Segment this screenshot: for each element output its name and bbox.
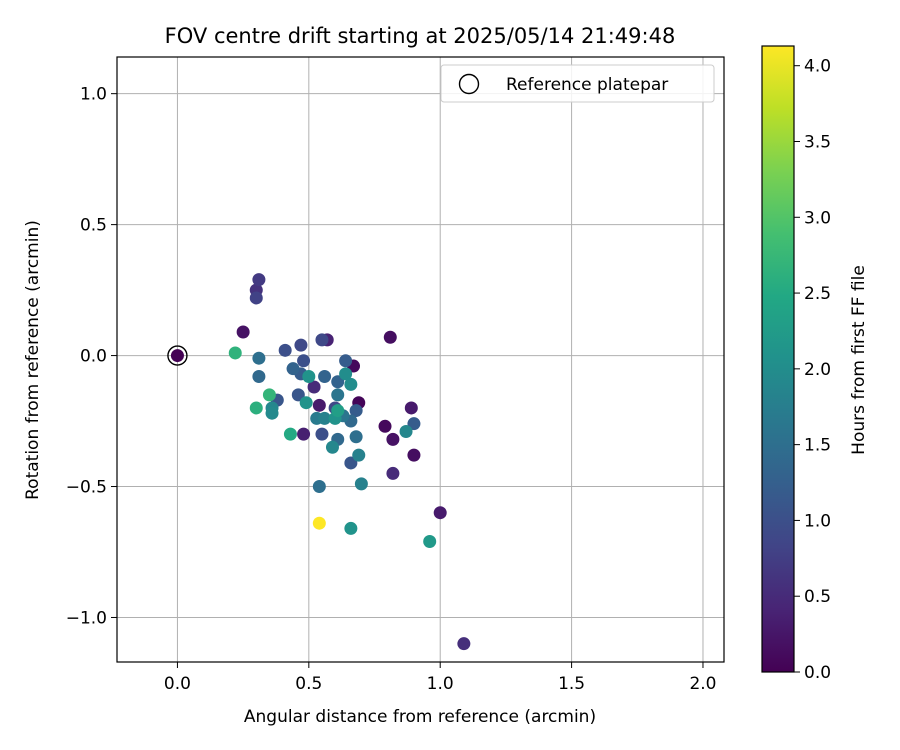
- data-point: [325, 440, 339, 454]
- y-tick-label: −0.5: [66, 478, 107, 498]
- colorbar-tick-label: 0.5: [804, 587, 831, 607]
- reference-marker: [167, 345, 188, 366]
- data-point: [228, 346, 242, 360]
- colorbar: 0.0 0.5 1.0 1.5 2.0 2.5 3.0 3.5 4.0 Hours from f…: [761, 45, 869, 683]
- data-point: [291, 388, 305, 402]
- data-point: [331, 388, 345, 402]
- data-point: [252, 273, 266, 287]
- data-point: [249, 291, 263, 305]
- data-point: [349, 430, 363, 444]
- data-point: [297, 427, 311, 441]
- data-point: [249, 401, 263, 415]
- data-point: [315, 333, 329, 347]
- colorbar-tick-label: 1.0: [804, 511, 831, 531]
- data-point: [383, 330, 397, 344]
- x-tick-label: 0.5: [295, 674, 322, 694]
- colorbar-gradient: [762, 46, 794, 672]
- colorbar-ticks: 0.0 0.5 1.0 1.5 2.0 2.5 3.0 3.5 4.0: [794, 57, 831, 683]
- x-axis-ticks: 0.0 0.5 1.0 1.5 2.0: [164, 662, 717, 694]
- plot-area: [117, 57, 724, 662]
- y-tick-label: 0.0: [80, 347, 107, 367]
- legend: Reference platepar: [440, 64, 715, 103]
- x-tick-label: 1.5: [558, 674, 585, 694]
- data-point: [286, 362, 300, 376]
- data-point: [339, 367, 353, 381]
- data-point: [339, 354, 353, 368]
- data-point: [331, 404, 345, 418]
- colorbar-tick-label: 0.0: [804, 663, 831, 683]
- data-point: [378, 419, 392, 433]
- data-point: [312, 480, 326, 494]
- data-point: [318, 411, 332, 425]
- data-point: [354, 477, 368, 491]
- legend-entry-label: Reference platepar: [506, 75, 668, 95]
- scatter-points: [170, 273, 471, 651]
- data-point: [236, 325, 250, 339]
- data-point: [252, 351, 266, 365]
- data-point: [318, 370, 332, 384]
- data-point: [297, 354, 311, 368]
- colorbar-tick-label: 1.5: [804, 436, 831, 456]
- colorbar-tick-label: 3.0: [804, 208, 831, 228]
- data-point: [170, 349, 184, 363]
- colorbar-tick-label: 4.0: [804, 57, 831, 77]
- data-point: [344, 456, 358, 470]
- x-tick-label: 2.0: [689, 674, 716, 694]
- y-axis-ticks: −1.0 −0.5 0.0 0.5 1.0: [66, 85, 117, 628]
- data-point: [315, 427, 329, 441]
- data-point: [399, 425, 413, 439]
- data-point: [302, 370, 316, 384]
- data-point: [386, 432, 400, 446]
- data-point: [404, 401, 418, 415]
- data-point: [265, 406, 279, 420]
- data-point: [283, 427, 297, 441]
- data-point: [423, 535, 437, 549]
- colorbar-tick-label: 2.0: [804, 360, 831, 380]
- plot-frame: [116, 56, 725, 663]
- data-point: [352, 448, 366, 462]
- reference-point-ring: [167, 345, 188, 366]
- data-point: [331, 375, 345, 389]
- data-point: [262, 388, 276, 402]
- x-axis-label: Angular distance from reference (arcmin): [244, 707, 596, 727]
- data-point: [407, 417, 421, 431]
- data-point: [312, 398, 326, 412]
- colorbar-frame: [761, 45, 795, 673]
- colorbar-tick-label: 2.5: [804, 284, 831, 304]
- chart-title: FOV centre drift starting at 2025/05/14 …: [165, 24, 676, 48]
- legend-box: [440, 64, 715, 103]
- x-tick-label: 0.0: [164, 674, 191, 694]
- data-point: [299, 396, 313, 410]
- data-point: [386, 466, 400, 480]
- data-point: [433, 506, 447, 520]
- data-point: [344, 521, 358, 535]
- data-point: [278, 343, 292, 357]
- data-point: [407, 448, 421, 462]
- colorbar-tick-label: 3.5: [804, 132, 831, 152]
- data-point: [457, 637, 471, 651]
- y-axis-label: Rotation from reference (arcmin): [23, 220, 43, 500]
- data-point: [349, 404, 363, 418]
- data-point: [294, 338, 308, 352]
- y-tick-label: −1.0: [66, 608, 107, 628]
- y-tick-label: 0.5: [80, 216, 107, 236]
- data-point: [344, 377, 358, 391]
- colorbar-label: Hours from first FF file: [849, 265, 869, 455]
- y-tick-label: 1.0: [80, 85, 107, 105]
- x-tick-label: 1.0: [427, 674, 454, 694]
- data-point: [252, 370, 266, 384]
- data-point: [312, 516, 326, 530]
- legend-marker-icon: [458, 73, 480, 95]
- data-point: [307, 380, 321, 394]
